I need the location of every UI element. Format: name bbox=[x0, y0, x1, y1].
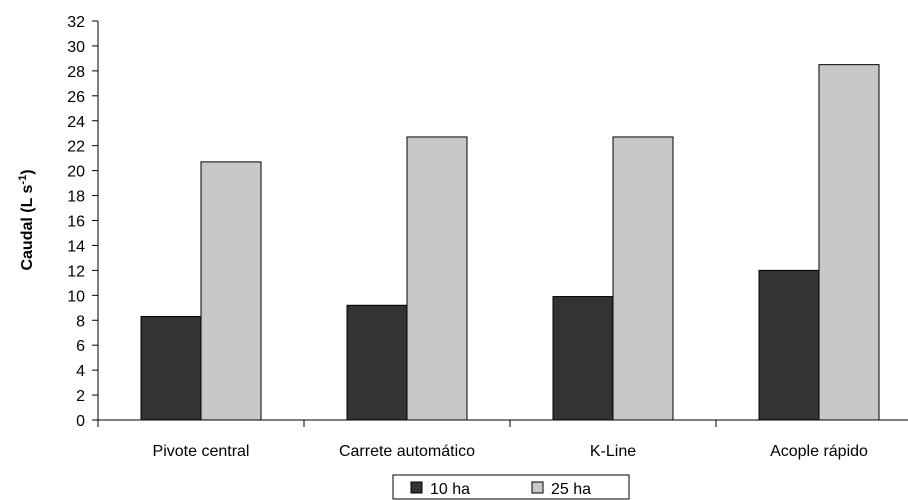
y-tick-label: 20 bbox=[67, 164, 85, 181]
y-tick-label: 14 bbox=[67, 238, 85, 255]
y-tick-label: 12 bbox=[67, 263, 85, 280]
bar-10ha bbox=[552, 296, 614, 421]
bar-25ha bbox=[818, 64, 880, 421]
bars bbox=[140, 64, 880, 421]
x-category-label: K-Line bbox=[590, 443, 636, 460]
y-tick-label: 24 bbox=[67, 114, 85, 131]
bar-25ha bbox=[200, 161, 262, 421]
legend-label-25ha: 25 ha bbox=[551, 481, 591, 498]
y-tick-label: 18 bbox=[67, 189, 85, 206]
x-category-label: Carrete automático bbox=[339, 443, 475, 460]
y-tick-label: 30 bbox=[67, 39, 85, 56]
y-tick-label: 26 bbox=[67, 89, 85, 106]
y-tick-label: 4 bbox=[76, 363, 85, 380]
y-tick-label: 0 bbox=[76, 413, 85, 430]
legend-swatch-25ha bbox=[531, 481, 544, 494]
x-category-label: Pivote central bbox=[153, 443, 250, 460]
y-tick-label: 8 bbox=[76, 313, 85, 330]
legend-label-10ha: 10 ha bbox=[430, 481, 470, 498]
y-tick-label: 10 bbox=[67, 288, 85, 305]
legend-swatch-10ha bbox=[410, 481, 423, 494]
y-tick-label: 28 bbox=[67, 64, 85, 81]
legend: 10 ha 25 ha bbox=[392, 474, 630, 500]
bar-10ha bbox=[140, 316, 202, 421]
bar-10ha bbox=[346, 304, 408, 421]
y-tick-label: 6 bbox=[76, 338, 85, 355]
y-axis-label: Caudal (L s-1) bbox=[17, 169, 36, 270]
y-tick-label: 16 bbox=[67, 214, 85, 231]
x-category-label: Acople rápido bbox=[770, 443, 868, 460]
y-tick-label: 32 bbox=[67, 14, 85, 31]
legend-box bbox=[392, 474, 630, 500]
bar-10ha bbox=[758, 269, 820, 421]
y-tick-label: 22 bbox=[67, 139, 85, 156]
bar-25ha bbox=[612, 136, 674, 421]
bar-25ha bbox=[406, 136, 468, 421]
x-axis: Pivote central Carrete automático K-Line Ac… bbox=[97, 419, 908, 460]
y-tick-label: 2 bbox=[76, 388, 85, 405]
